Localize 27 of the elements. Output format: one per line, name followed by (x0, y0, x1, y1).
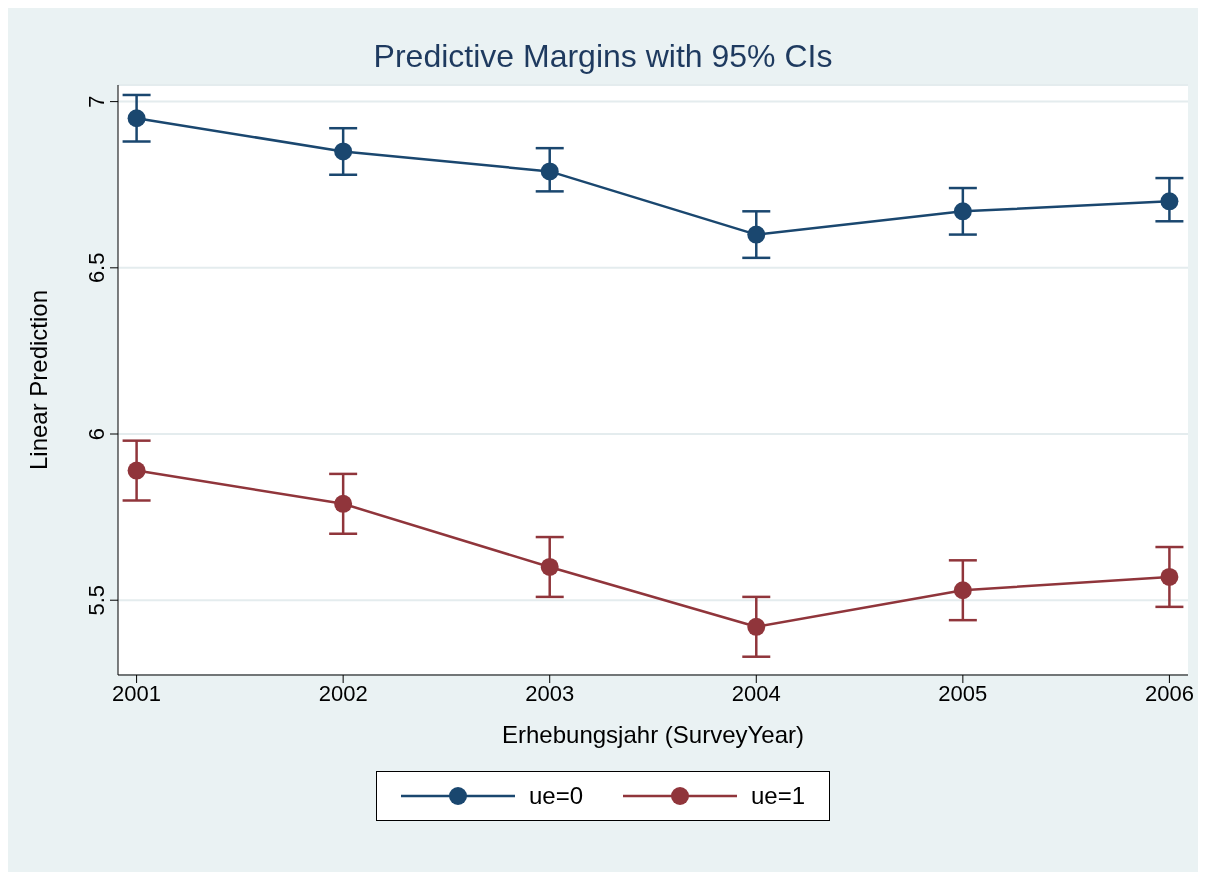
point (127, 461, 146, 480)
y-tick-label: 5.5 (84, 584, 109, 616)
point (953, 202, 972, 221)
x-tick-label: 2005 (938, 680, 988, 706)
point (127, 109, 146, 128)
legend-label: ue=0 (528, 782, 583, 810)
point (747, 617, 766, 636)
point (540, 162, 559, 181)
y-tick-label: 7 (84, 95, 109, 108)
x-tick-label: 2004 (731, 680, 781, 706)
point (334, 142, 353, 161)
point (334, 494, 353, 513)
x-axis-title: Erhebungsjahr (SurveyYear) (502, 721, 804, 748)
x-tick-label: 2001 (112, 680, 162, 706)
point (1160, 192, 1179, 211)
y-tick-label: 6 (84, 427, 109, 441)
point (747, 225, 766, 244)
y-tick-label: 6.5 (84, 252, 109, 284)
point (953, 581, 972, 600)
legend-label: ue=1 (751, 782, 806, 810)
y-axis-title: Linear Prediction (24, 289, 52, 471)
chart-title: Predictive Margins with 95% CIs (372, 37, 834, 75)
point (1160, 567, 1179, 586)
x-tick-label: 2002 (318, 680, 368, 706)
x-tick-label: 2006 (1144, 680, 1194, 706)
x-tick-label: 2003 (525, 680, 575, 706)
point (540, 557, 559, 576)
